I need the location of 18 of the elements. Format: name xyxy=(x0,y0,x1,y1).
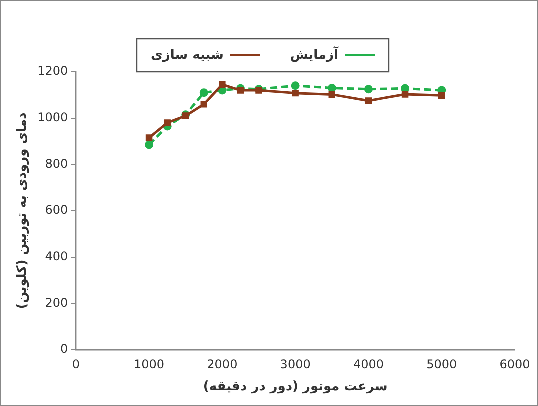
x-tick-label: 2000 xyxy=(207,357,238,372)
x-tick-label: 4000 xyxy=(353,357,384,372)
y-tick-label: 1200 xyxy=(38,64,68,78)
x-tick-label: 5000 xyxy=(426,357,458,372)
y-tick-label: 600 xyxy=(45,203,68,218)
x-tick-label: 3000 xyxy=(280,357,311,372)
y-tick-label: 0 xyxy=(60,342,68,356)
x-tick-label: 6000 xyxy=(500,357,530,372)
y-axis-title: دمای ورودی به توربین (کلوین) xyxy=(15,112,30,310)
legend-label: آزمایش xyxy=(290,46,340,63)
legend-label: شبیه سازی xyxy=(150,48,224,63)
x-tick-label: 0 xyxy=(72,357,80,372)
y-tick-label: 800 xyxy=(45,156,68,171)
x-axis-title: سرعت موتور (دور در دقیقه) xyxy=(203,380,388,395)
x-tick-label: 1000 xyxy=(134,357,165,372)
y-tick-label: 1000 xyxy=(38,110,68,124)
y-tick-label: 200 xyxy=(45,296,68,310)
y-tick-label: 400 xyxy=(45,249,68,264)
